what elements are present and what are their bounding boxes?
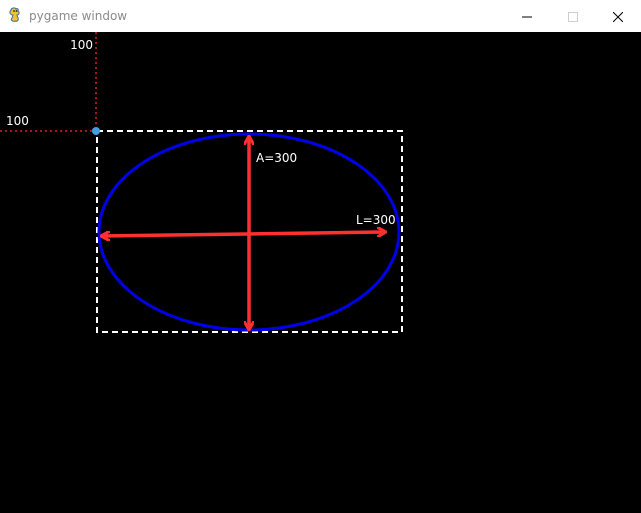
- pygame-snake-icon: [7, 7, 23, 23]
- minimize-icon: [522, 7, 532, 26]
- height-label: A=300: [256, 151, 297, 165]
- maximize-button[interactable]: [550, 0, 596, 32]
- origin-point[interactable]: [92, 127, 100, 135]
- minimize-button[interactable]: [504, 0, 550, 32]
- title-bar[interactable]: pygame window: [0, 0, 641, 32]
- game-canvas[interactable]: 100 100 A=300 L=300: [0, 32, 641, 513]
- maximize-icon: [568, 7, 578, 26]
- width-label: L=300: [356, 213, 396, 227]
- window-title: pygame window: [29, 9, 128, 23]
- y-offset-label: 100: [70, 38, 93, 52]
- close-icon: [612, 7, 624, 26]
- drawing-surface: 100 100 A=300 L=300: [0, 32, 403, 333]
- width-arrow: [102, 232, 385, 236]
- x-offset-label: 100: [6, 114, 29, 128]
- bounding-box: [96, 130, 403, 333]
- close-button[interactable]: [595, 0, 641, 32]
